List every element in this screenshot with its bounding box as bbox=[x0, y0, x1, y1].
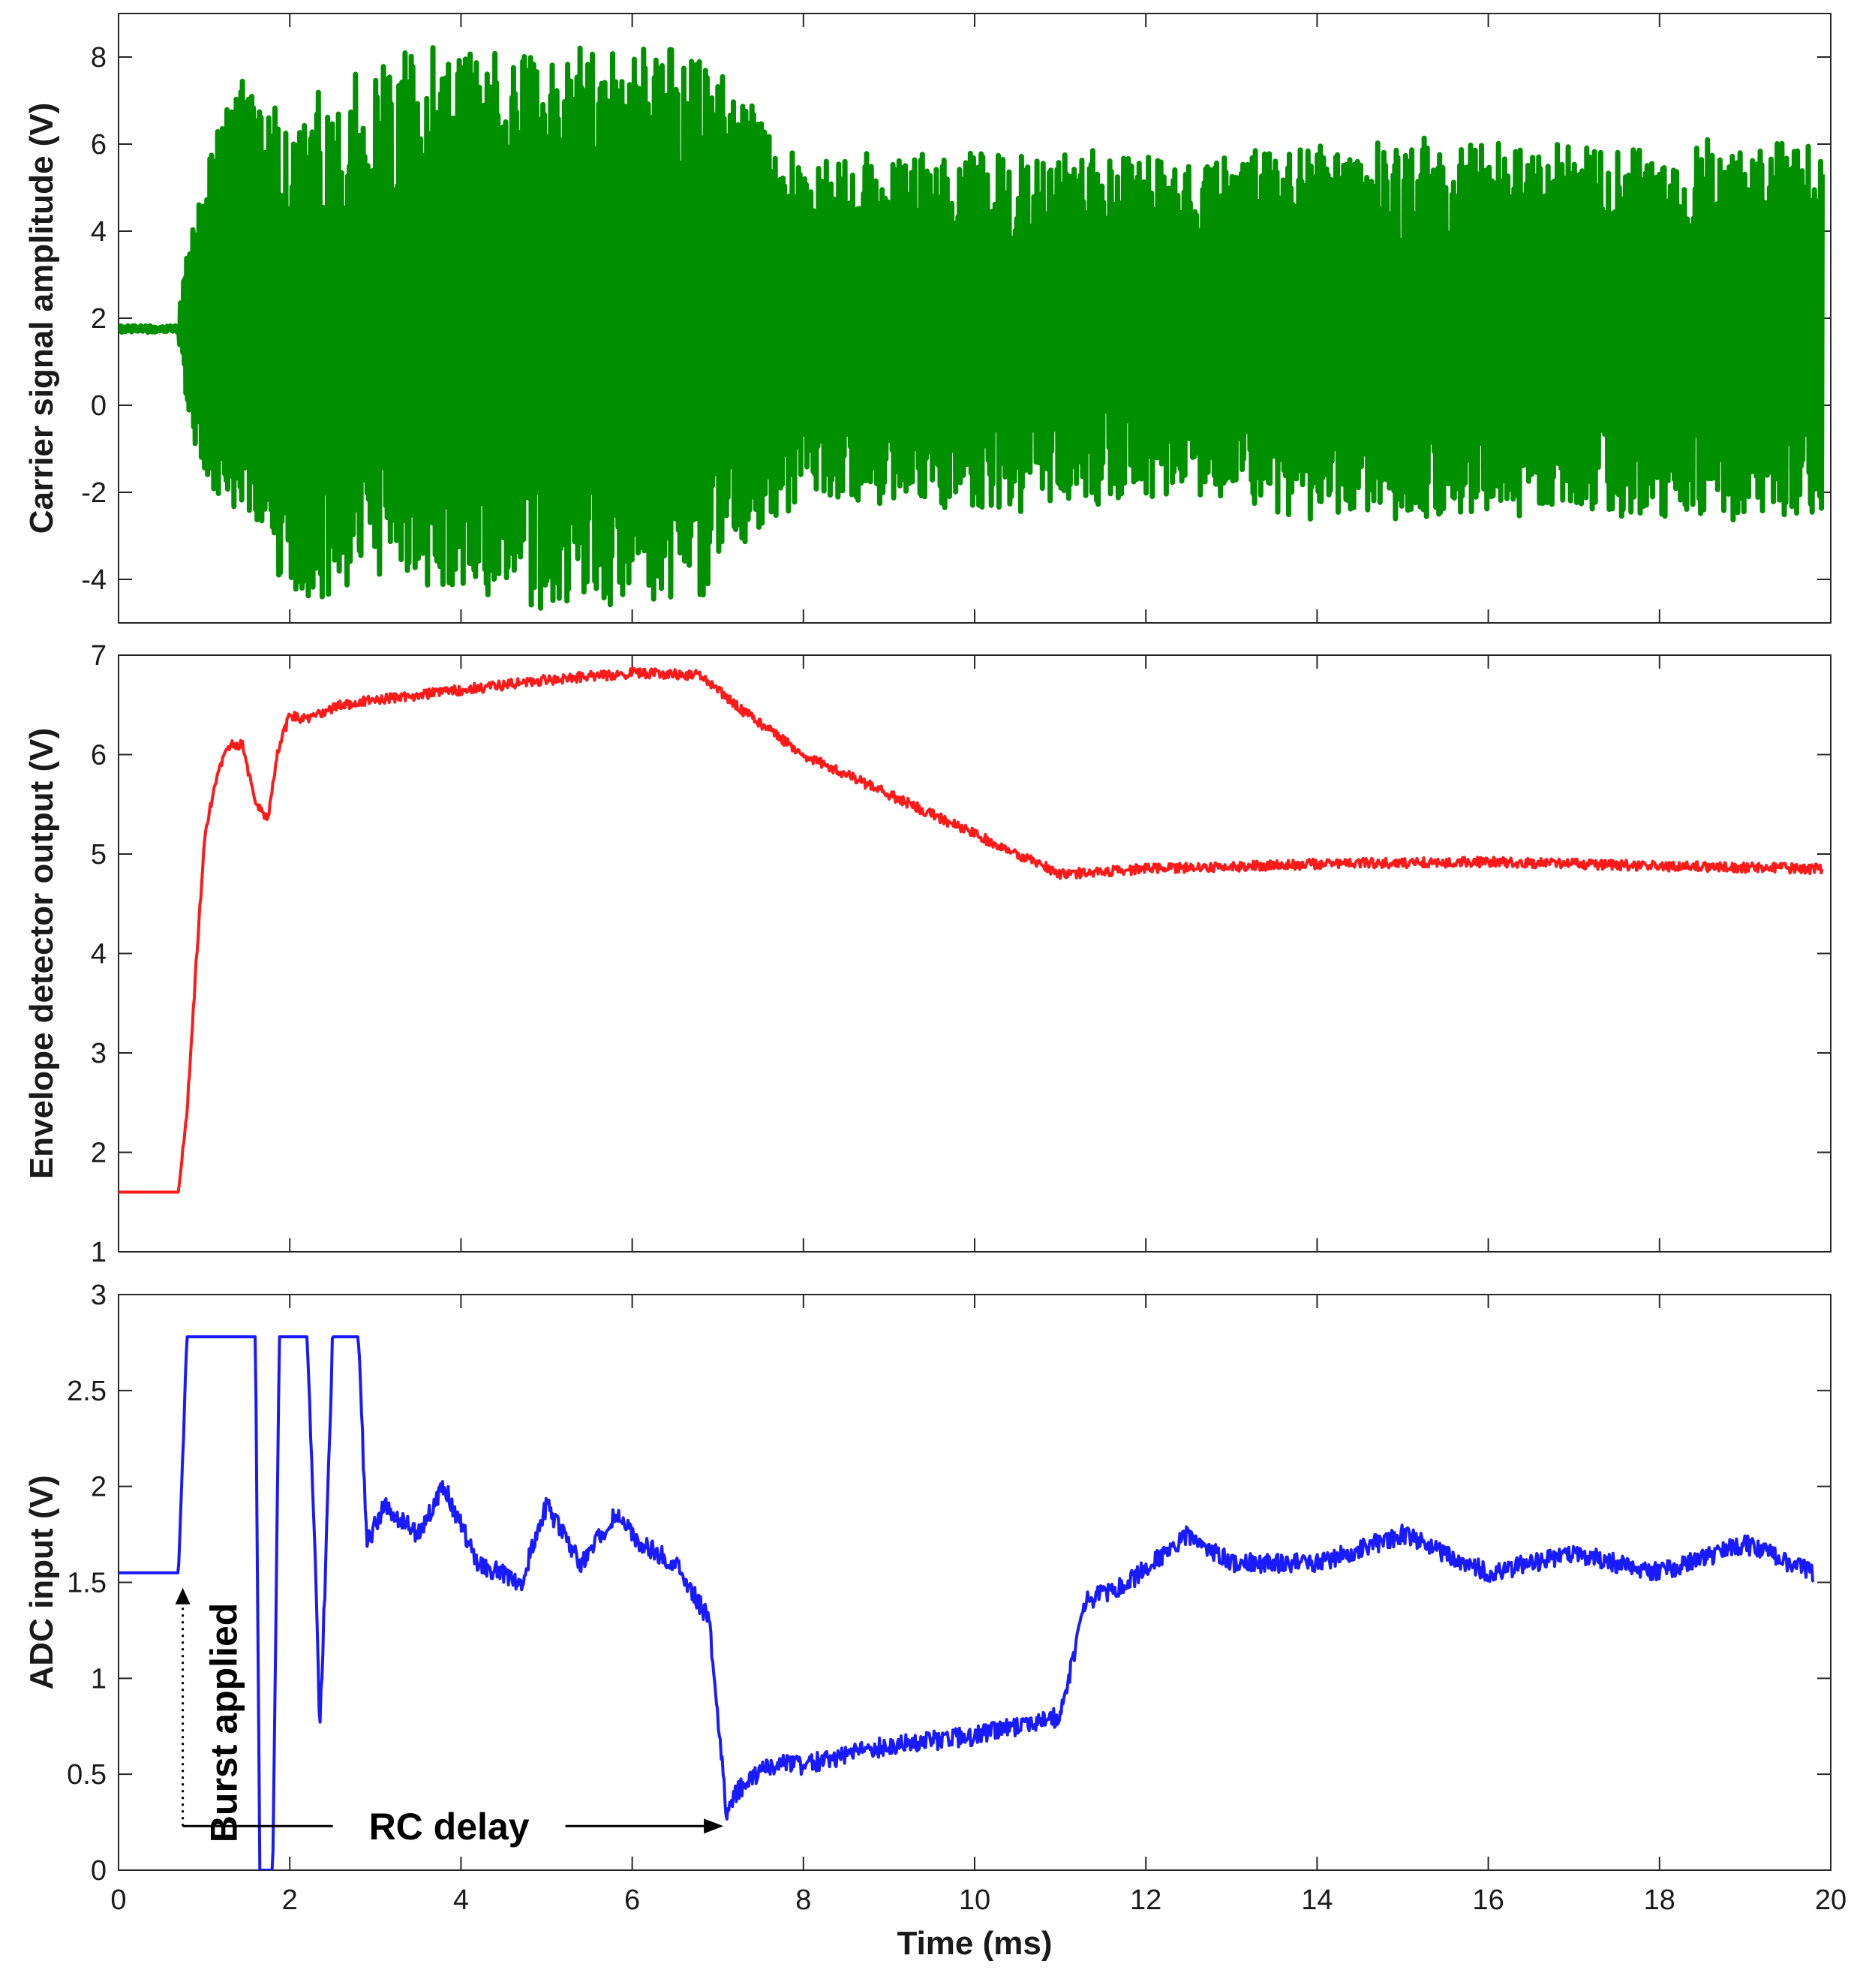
y-tick-label: 6 bbox=[91, 740, 107, 771]
y-tick-label: 1 bbox=[91, 1237, 107, 1268]
y-tick-label: 4 bbox=[91, 216, 107, 248]
y-tick-label: 0 bbox=[91, 390, 107, 422]
envelope-series-line bbox=[119, 666, 1824, 1194]
rc-delay-label: RC delay bbox=[369, 1806, 530, 1848]
y-tick-label: 2 bbox=[91, 1138, 107, 1169]
plot-frame bbox=[118, 1294, 1831, 1871]
y-tick-label: 6 bbox=[91, 129, 107, 161]
y-tick-label: 7 bbox=[91, 640, 107, 672]
y-tick-label: 2 bbox=[91, 1472, 107, 1503]
y-tick-label: -2 bbox=[81, 477, 107, 509]
y-tick-label: 2 bbox=[91, 303, 107, 335]
x-tick-label: 14 bbox=[1301, 1884, 1333, 1916]
y-tick-label: 0 bbox=[91, 1855, 107, 1887]
x-tick-label: 12 bbox=[1130, 1884, 1161, 1916]
y-axis-label: Carrier signal amplitude (V) bbox=[23, 103, 60, 534]
x-axis-label: Time (ms) bbox=[897, 1925, 1052, 1962]
y-tick-label: 4 bbox=[91, 939, 107, 970]
x-tick-label: 16 bbox=[1472, 1884, 1504, 1916]
y-tick-label: 2.5 bbox=[67, 1376, 107, 1407]
y-tick-label: 3 bbox=[91, 1280, 107, 1311]
y-axis-label: Envelope detector output (V) bbox=[23, 728, 60, 1179]
x-tick-label: 0 bbox=[110, 1884, 126, 1916]
rc-delay-arrowhead bbox=[704, 1818, 724, 1834]
y-axis-label: ADC input (V) bbox=[23, 1475, 60, 1690]
adc-series-line bbox=[119, 1335, 1815, 1870]
x-tick-label: 6 bbox=[624, 1884, 640, 1916]
x-tick-label: 20 bbox=[1815, 1884, 1846, 1916]
carrier-series-line bbox=[119, 45, 1825, 611]
envelope-detector-panel: 1 2 3 4 5 6 7 Envelope detector output (V) bbox=[23, 640, 1831, 1268]
y-tick-label: 3 bbox=[91, 1038, 107, 1069]
plot-frame bbox=[118, 654, 1831, 1253]
x-tick-label: 10 bbox=[959, 1884, 990, 1916]
y-tick-label: 5 bbox=[91, 839, 107, 871]
y-tick-label: 1 bbox=[91, 1663, 107, 1695]
y-tick-label: 0.5 bbox=[67, 1759, 107, 1791]
burst-arrowhead bbox=[175, 1587, 191, 1605]
x-tick-label: 4 bbox=[453, 1884, 469, 1916]
x-tick-label: 8 bbox=[795, 1884, 811, 1916]
burst-applied-label: Burst applied bbox=[203, 1603, 245, 1842]
y-tick-label: 1.5 bbox=[67, 1568, 107, 1599]
x-tick-label: 2 bbox=[282, 1884, 298, 1916]
y-tick-label: 8 bbox=[91, 42, 107, 74]
x-tick-label: 18 bbox=[1644, 1884, 1675, 1916]
y-tick-label: -4 bbox=[81, 564, 107, 596]
carrier-signal-panel: -4 -2 0 2 4 6 8 Carrier signal amplitude (V) bbox=[23, 13, 1831, 624]
adc-input-panel: 0 2 4 6 8 10 12 14 16 18 20 0 0.5 1 1.5 2 2.5 3 ADC input … bbox=[23, 1280, 1846, 1962]
